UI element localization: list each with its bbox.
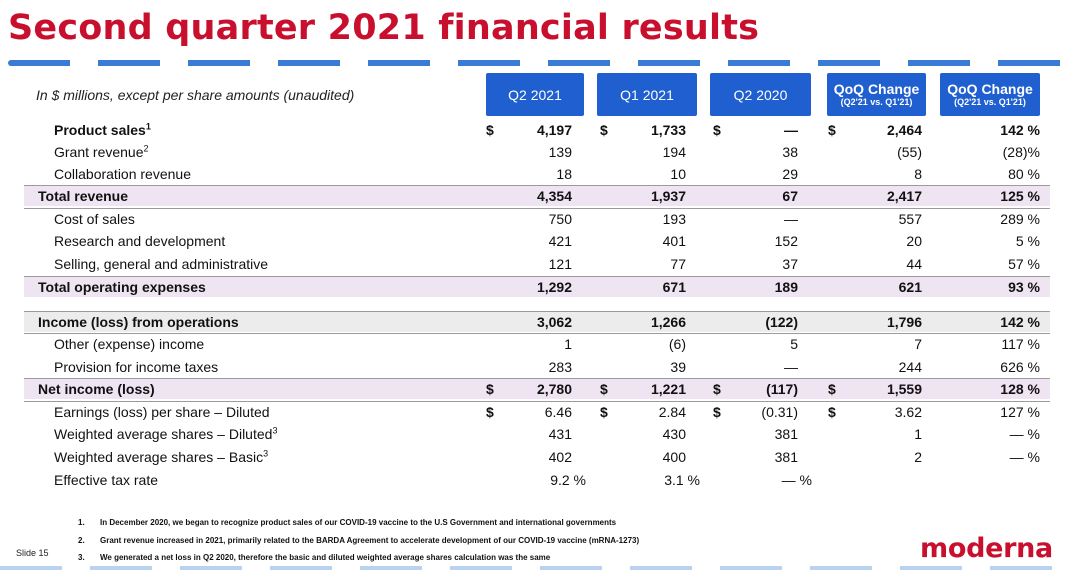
- table-row-total-operating-expenses: Total operating expenses 1,292 671 189 6…: [0, 276, 1080, 298]
- column-header-q1-2021: Q1 2021: [597, 73, 697, 116]
- table-row: Selling, general and administrative 121 …: [54, 256, 1040, 272]
- moderna-logo: moderna: [920, 533, 1053, 564]
- column-header-q2-2020: Q2 2020: [710, 73, 811, 116]
- table-row: Product sales1 $ 4,197 $ 1,733 $ — $ 2,4…: [54, 121, 1040, 138]
- table-row: Grant revenue2 139 194 38 (55) (28)%: [54, 143, 1040, 160]
- page-title: Second quarter 2021 financial results: [8, 8, 760, 48]
- title-divider: [8, 60, 1072, 66]
- table-row-net-income: Net income (loss) $ 2,780 $ 1,221 $ (117…: [0, 378, 1080, 400]
- table-row: Earnings (loss) per share – Diluted $ 6.…: [0, 401, 1080, 423]
- column-header-q2-2021: Q2 2021: [486, 73, 584, 116]
- bottom-divider: [0, 566, 1080, 570]
- table-row: Collaboration revenue 18 10 29 8 80 %: [54, 166, 1040, 182]
- table-row: Weighted average shares – Basic3 402 400…: [54, 448, 1040, 465]
- table-row: Other (expense) income 1 (6) 5 7 117 %: [0, 333, 1080, 355]
- table-subtitle: In $ millions, except per share amounts …: [36, 87, 355, 103]
- table-row: Provision for income taxes 283 39 — 244 …: [54, 359, 1040, 375]
- table-row: Weighted average shares – Diluted3 431 4…: [54, 425, 1040, 442]
- column-header-qoq-change-abs: QoQ Change (Q2'21 vs. Q1'21): [827, 73, 926, 116]
- table-row-total-revenue: Total revenue 4,354 1,937 67 2,417 125 %: [0, 185, 1080, 207]
- column-header-qoq-change-pct: QoQ Change (Q2'21 vs. Q1'21): [940, 73, 1040, 116]
- table-row: Cost of sales 750 193 — 557 289 %: [0, 208, 1080, 230]
- table-row: Effective tax rate 9.2 % 3.1 % — %: [54, 472, 812, 488]
- slide-number: Slide 15: [16, 548, 49, 558]
- table-row-income-from-operations: Income (loss) from operations 3,062 1,26…: [0, 311, 1080, 333]
- table-row: Research and development 421 401 152 20 …: [54, 233, 1040, 249]
